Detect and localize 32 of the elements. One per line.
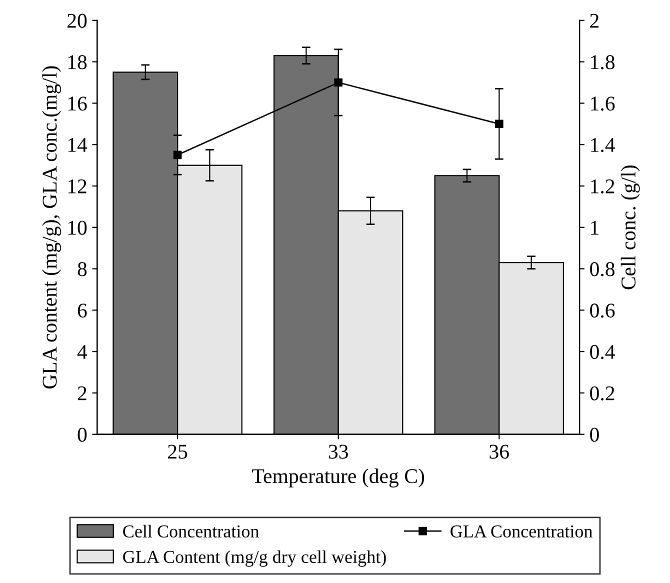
y2-tick-label: 2 xyxy=(590,14,599,28)
y-tick-label: 16 xyxy=(68,96,87,111)
y2-tick-label: 0.8 xyxy=(590,262,615,276)
y-tick-label: 0 xyxy=(78,428,87,442)
legend-label: Cell Concentration xyxy=(123,524,259,538)
y-tick-label: 2 xyxy=(78,386,86,400)
y-axis-title: GLA content (mg/g), GLA conc.(mg/l) xyxy=(42,66,62,389)
y-tick-label: 6 xyxy=(78,304,87,318)
y-tick-label: 8 xyxy=(78,262,87,276)
x-axis-title: Temperature (deg C) xyxy=(252,468,424,488)
y2-tick-label: 1.6 xyxy=(591,96,615,111)
y2-tick-label: 1.4 xyxy=(591,138,615,152)
y-tick-label: 20 xyxy=(68,14,87,28)
y2-tick-label: 1.2 xyxy=(591,179,614,194)
y2-tick-label: 1.8 xyxy=(591,55,615,70)
y-tick-label: 4 xyxy=(77,345,88,359)
y-tick-label: 14 xyxy=(68,138,88,152)
y-tick-label: 12 xyxy=(68,179,86,194)
y2-tick-label: 0 xyxy=(590,428,599,442)
legend-label: GLA Concentration xyxy=(450,525,592,538)
legend-label: GLA Content (mg/g dry cell weight) xyxy=(123,550,386,567)
y2-tick-label: 0.6 xyxy=(590,304,615,318)
x-tick-label: 25 xyxy=(168,444,188,459)
point xyxy=(494,120,504,128)
y2-tick-label: 1 xyxy=(591,220,598,235)
y-tick-label: 18 xyxy=(68,55,87,70)
x-tick-label: 33 xyxy=(328,444,348,459)
y2-tick-label: 0.2 xyxy=(590,386,614,400)
x-tick-label: 36 xyxy=(490,444,509,459)
y-tick-label: 10 xyxy=(68,220,87,235)
y2-tick-label: 0.4 xyxy=(590,344,615,360)
y2-axis-title: Cell conc. (g/l) xyxy=(620,166,640,290)
